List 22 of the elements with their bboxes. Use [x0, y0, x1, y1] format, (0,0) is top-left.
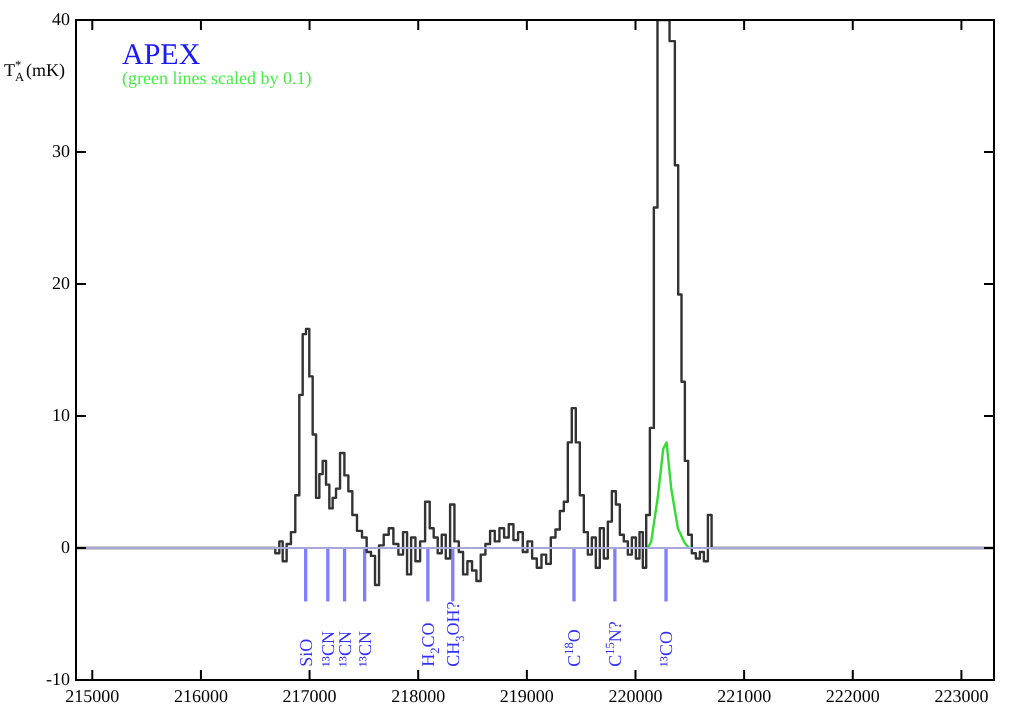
annotation: ¹³CO — [656, 630, 677, 667]
annotation: ¹³CN — [317, 630, 338, 667]
text: (green lines scaled by 0.1) — [122, 68, 312, 88]
x-tick-label: 217000 — [282, 685, 338, 706]
x-tick-label: 216000 — [173, 685, 229, 706]
y-tick-label: 10 — [52, 404, 71, 425]
y-tick-label: 30 — [52, 140, 71, 161]
x-tick-label: 223000 — [934, 685, 990, 706]
text: APEX — [122, 40, 201, 72]
x-tick-label: 219000 — [499, 685, 555, 706]
x-tick-label: 215000 — [65, 685, 121, 706]
annotation: ¹³CN — [334, 630, 355, 667]
x-tick-label: 221000 — [717, 685, 773, 706]
y-tick-label: 20 — [52, 272, 71, 293]
x-tick-label: 218000 — [391, 685, 447, 706]
y-tick-label: 0 — [61, 536, 71, 557]
annotation: ¹³CN — [354, 630, 375, 667]
x-tick-label: 222000 — [825, 685, 881, 706]
annotation: SiO — [295, 637, 316, 667]
y-tick-label: 40 — [52, 8, 71, 29]
y-tick-label: -10 — [46, 668, 71, 689]
x-tick-label: 220000 — [608, 685, 664, 706]
